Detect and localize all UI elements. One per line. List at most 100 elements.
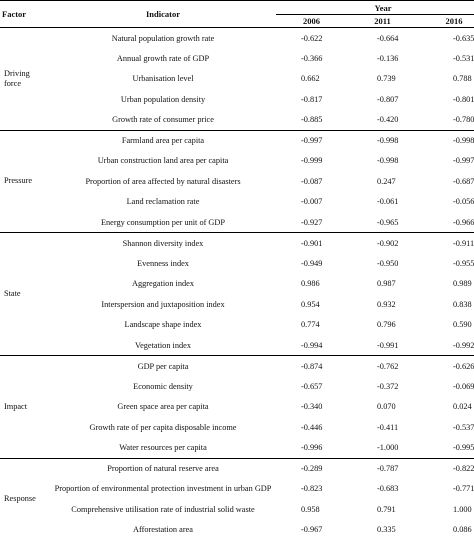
factor-cell: Response	[0, 457, 50, 540]
factor-group: Impact GDP per capita -0.874 -0.762 -0.626 Ec…	[0, 355, 474, 458]
factor-column-header: Factor	[0, 0, 50, 28]
value-cell-2011: -0.998	[347, 129, 418, 151]
indicator-cell: Proportion of environmental protection i…	[54, 484, 272, 494]
indicator-cell: Comprehensive utilisation rate of indust…	[71, 504, 255, 514]
factor-group: Driving force Natural population growth ra…	[0, 27, 474, 131]
factor-label: State	[4, 289, 21, 299]
value-cell-2006: -0.996	[301, 443, 323, 452]
value-cell-2011: 0.932	[377, 299, 396, 309]
value-cell-2016: 0.788	[453, 74, 472, 84]
value-cell-2016: 1.000	[453, 504, 472, 514]
table-row: Afforestation area -0.967 0.335 0.086	[0, 520, 474, 541]
table-row: Economic density -0.657 -0.372 -0.069	[0, 376, 474, 397]
value-cell-2016: 0.086	[453, 525, 472, 535]
value-cell-2006: -0.289	[276, 457, 347, 479]
indicator-cell: Shannon diversity index	[50, 232, 276, 253]
table-row: Growth rate of consumer price -0.885 -0.42…	[0, 110, 474, 131]
value-cell-2016: -0.801	[453, 94, 474, 104]
factor-cell: Driving force	[0, 27, 50, 130]
indicator-cell: Aggregation index	[132, 279, 194, 289]
indicator-cell: Urban construction land area per capita	[97, 156, 229, 166]
value-cell-2006: -0.657	[301, 381, 323, 391]
value-cell-2006: -0.817	[301, 94, 323, 104]
year-group-header: Year	[276, 0, 474, 15]
value-cell-2006: -0.366	[301, 53, 323, 63]
table-header: Factor Indicator Year 2006 2011 2016	[0, 0, 474, 28]
indicator-column-header: Indicator	[50, 0, 276, 28]
value-cell-2016: -0.069	[453, 381, 474, 391]
table-row: Driving force Natural population growth ra…	[0, 27, 474, 130]
indicator-cell: Green space area per capita	[117, 402, 209, 412]
value-cell-2006: 0.954	[301, 299, 320, 309]
value-cell-2006: -0.999	[301, 156, 323, 166]
indicator-cell: Energy consumption per unit of GDP	[100, 217, 226, 227]
value-cell-2006: -0.874	[276, 355, 347, 376]
value-cell-2011: -0.372	[377, 381, 399, 391]
value-cell-2016: -0.998	[418, 129, 474, 151]
value-cell-2011: -0.807	[377, 94, 399, 104]
table-row: Urban construction land area per capita -…	[0, 151, 474, 172]
indicator-cell: Land reclamation rate	[126, 197, 200, 207]
value-cell-2006: -0.997	[276, 129, 347, 151]
indicator-table: Factor Indicator Year 2006 2011 2016 Dri…	[0, 0, 474, 540]
value-cell-2011: -0.762	[347, 355, 418, 376]
value-cell-2011: 0.070	[377, 402, 396, 412]
indicator-cell: Annual growth rate of GDP	[116, 53, 210, 63]
indicator-cell: Urban population density	[120, 94, 206, 104]
table-row: Interspersion and juxtaposition index 0.9…	[0, 294, 474, 315]
table-row: Annual growth rate of GDP -0.366 -0.136 -0.…	[0, 48, 474, 69]
value-cell-2006: 0.774	[301, 320, 320, 330]
factor-label: Response	[4, 494, 36, 504]
value-cell-2016: 0.590	[453, 320, 472, 330]
factor-label: Pressure	[4, 176, 33, 186]
table-row: Response Proportion of natural reserve ar…	[0, 457, 474, 540]
indicator-cell: Farmland area per capita	[50, 129, 276, 151]
year-2016-header: 2016	[418, 14, 474, 28]
indicator-cell: Afforestation area	[133, 525, 193, 535]
value-cell-2011: 0.335	[377, 525, 396, 535]
value-cell-2011: -0.998	[377, 156, 399, 166]
indicator-cell: Proportion of natural reserve area	[50, 457, 276, 479]
factor-label: Driving	[4, 68, 30, 78]
year-2006-header: 2006	[276, 14, 347, 28]
value-cell-2006: 0.662	[301, 74, 320, 84]
value-cell-2016: -0.687	[453, 176, 474, 186]
value-cell-2016: -0.822	[418, 457, 474, 479]
value-cell-2011: -0.991	[377, 340, 399, 350]
value-cell-2011: -0.411	[377, 422, 399, 432]
value-cell-2006: -0.885	[301, 115, 323, 124]
table-row: Green space area per capita -0.340 0.070 0.…	[0, 397, 474, 418]
value-cell-2006: -0.927	[301, 217, 323, 227]
value-cell-2016: -0.995	[453, 443, 474, 452]
value-cell-2016: -0.537	[453, 422, 474, 432]
indicator-cell: Vegetation index	[135, 340, 191, 350]
value-cell-2016: -0.992	[453, 340, 474, 350]
factor-cell: Pressure	[0, 129, 50, 233]
indicator-cell: GDP per capita	[50, 355, 276, 376]
indicator-cell: Interspersion and juxtaposition index	[101, 299, 225, 309]
value-cell-2016: -0.780	[453, 115, 474, 124]
value-cell-2011: -0.683	[377, 484, 399, 494]
value-cell-2006: -0.340	[301, 402, 323, 412]
table-row: Land reclamation rate -0.007 -0.061 -0.056	[0, 192, 474, 213]
table-row: Landscape shape index 0.774 0.796 0.590	[0, 315, 474, 336]
value-cell-2016: 0.838	[453, 299, 472, 309]
table-row: Evenness index -0.949 -0.950 -0.955	[0, 253, 474, 274]
table-row: Urbanisation level 0.662 0.739 0.788	[0, 69, 474, 90]
table-row: Comprehensive utilisation rate of indust…	[0, 499, 474, 520]
table-row: State Shannon diversity index -0.901 -0.902…	[0, 232, 474, 356]
value-cell-2011: -0.061	[377, 197, 399, 207]
value-cell-2011: -1.000	[377, 443, 399, 452]
factor-cell: State	[0, 232, 50, 356]
factor-label: force	[4, 78, 22, 88]
indicator-cell: Economic density	[133, 381, 193, 391]
table-row: Proportion of environmental protection i…	[0, 479, 474, 500]
indicator-cell: Landscape shape index	[124, 320, 202, 330]
value-cell-2011: 0.739	[377, 74, 396, 84]
value-cell-2011: 0.791	[377, 504, 396, 514]
value-cell-2016: -0.771	[453, 484, 474, 494]
factor-label: Impact	[4, 401, 28, 411]
value-cell-2016: -0.626	[418, 355, 474, 376]
value-cell-2006: -0.967	[301, 525, 323, 535]
